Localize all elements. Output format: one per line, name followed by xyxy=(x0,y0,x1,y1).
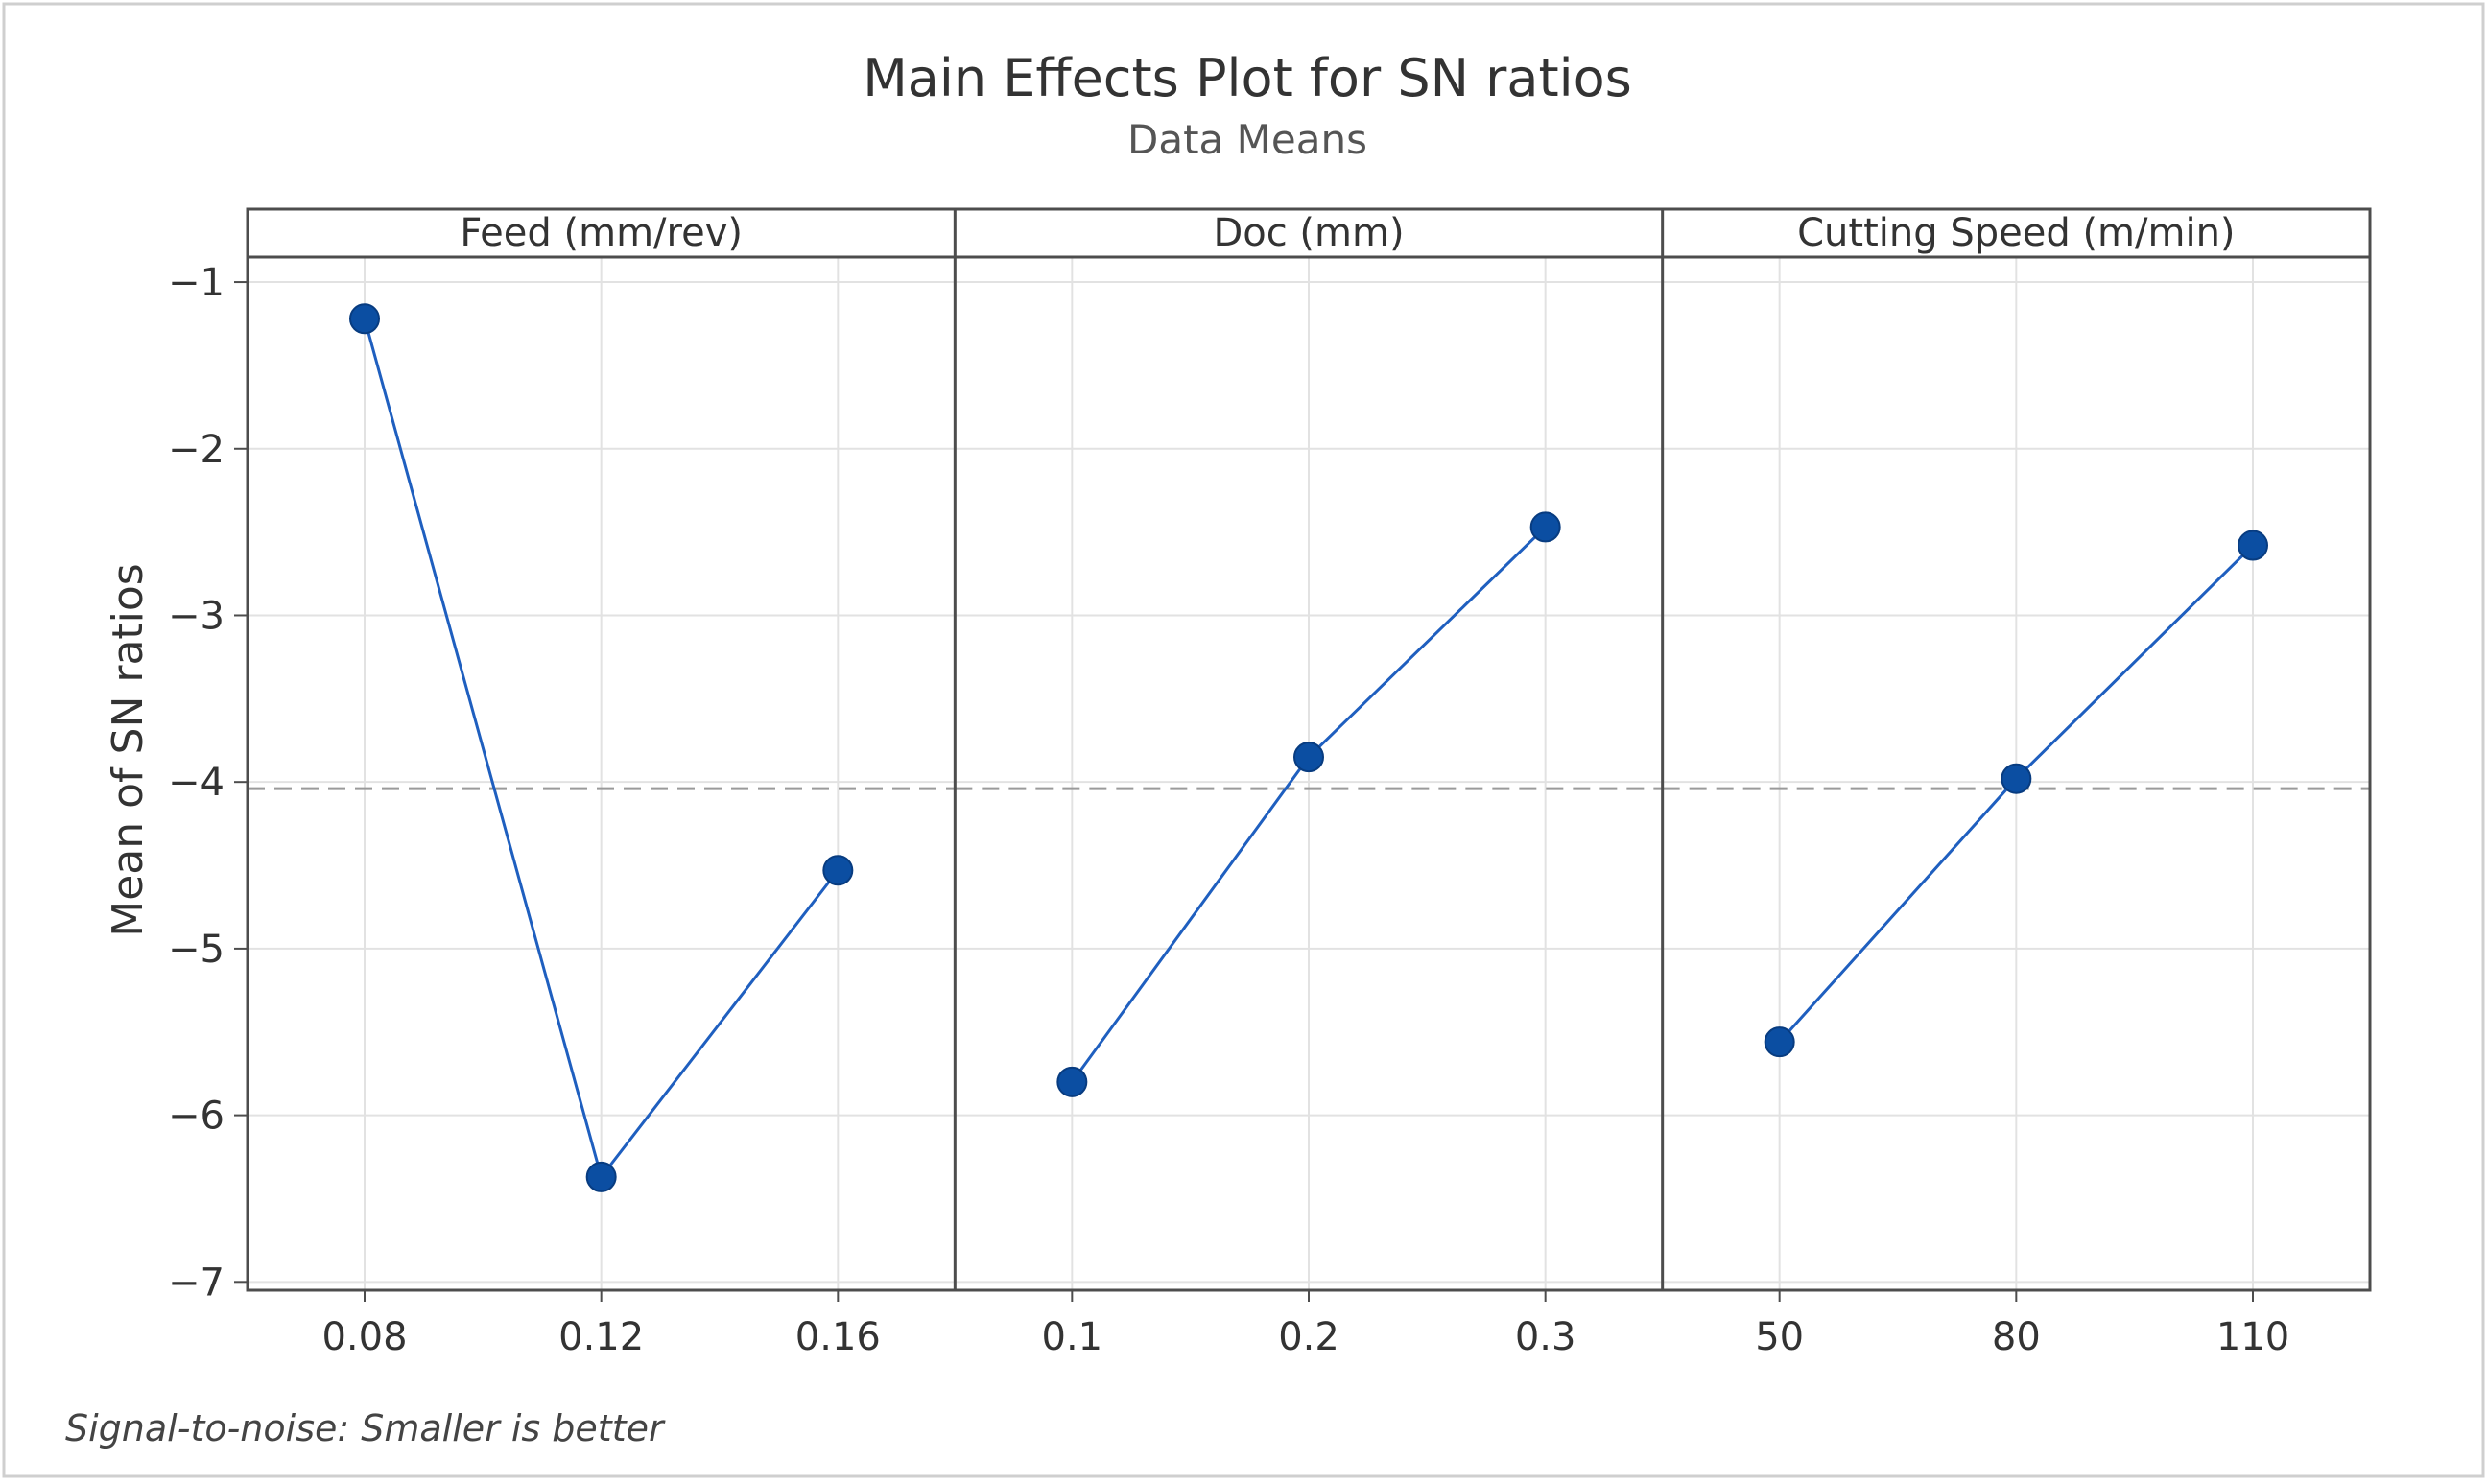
x-tick-label: 80 xyxy=(1992,1315,2041,1359)
data-point xyxy=(1293,742,1324,773)
footnote: Signal-to-noise: Smaller is better xyxy=(65,1407,666,1449)
y-tick-label: −6 xyxy=(168,1095,225,1139)
panel-header-1: Doc (mm) xyxy=(1213,211,1404,255)
y-tick-label: −5 xyxy=(168,928,225,972)
x-tick-label: 110 xyxy=(2216,1315,2289,1359)
x-tick-label: 0.3 xyxy=(1515,1315,1576,1359)
y-axis-label: Mean of SN ratios xyxy=(104,563,153,936)
x-tick-label: 50 xyxy=(1755,1315,1804,1359)
x-tick-label: 0.1 xyxy=(1042,1315,1103,1359)
data-point xyxy=(2001,763,2032,794)
data-point xyxy=(1056,1066,1088,1097)
x-tick-label: 0.2 xyxy=(1278,1315,1339,1359)
x-tick-label: 0.12 xyxy=(558,1315,644,1359)
y-tick-label: −3 xyxy=(168,594,225,638)
y-tick-label: −7 xyxy=(168,1260,225,1305)
chart-title: Main Effects Plot for SN ratios xyxy=(863,48,1632,108)
y-tick-label: −4 xyxy=(168,761,225,805)
plot-area: Feed (mm/rev) 0.08 0.12 0.16 Doc (mm) 0.1 0.2 0… xyxy=(168,207,2372,1359)
data-point xyxy=(1529,511,1561,543)
panel-header-2: Cutting Speed (m/min) xyxy=(1797,211,2235,255)
chart-subtitle: Data Means xyxy=(1127,116,1367,163)
data-point xyxy=(2238,530,2268,561)
y-tick-label: −1 xyxy=(168,261,225,305)
data-point xyxy=(822,855,854,886)
data-point xyxy=(585,1161,617,1192)
data-point xyxy=(349,303,380,335)
plot-frame xyxy=(246,207,2372,1292)
x-tick-label: 0.16 xyxy=(795,1315,881,1359)
data-point xyxy=(1764,1026,1795,1058)
panel-header-0: Feed (mm/rev) xyxy=(460,211,743,255)
x-tick-label: 0.08 xyxy=(321,1315,407,1359)
y-tick-label: −2 xyxy=(168,428,225,472)
